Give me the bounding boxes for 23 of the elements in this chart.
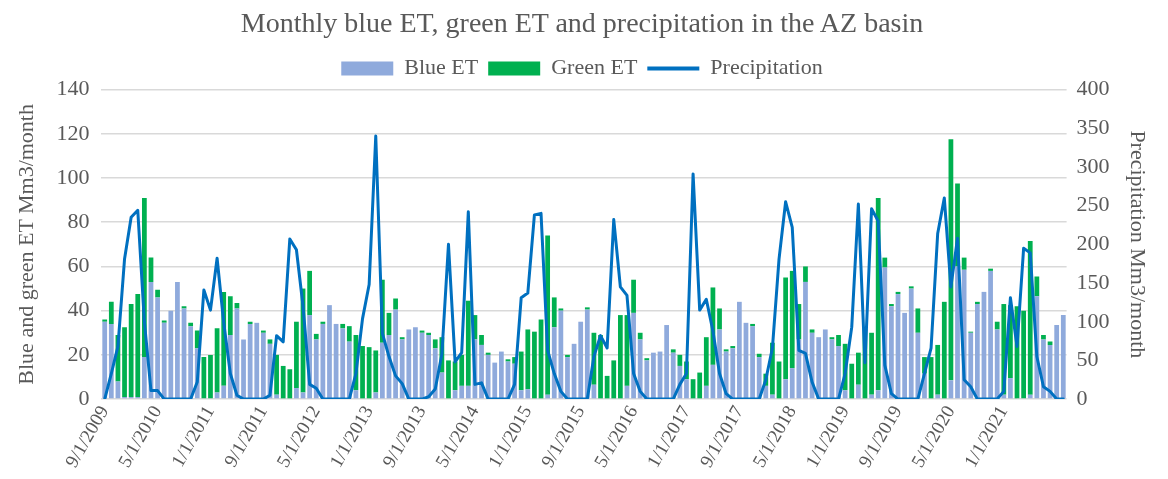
y2-tick-label: 250 bbox=[1076, 191, 1110, 217]
y-tick-label: 60 bbox=[67, 252, 90, 278]
y-tick-label: 0 bbox=[78, 384, 90, 410]
y-tick-label: 140 bbox=[56, 75, 90, 101]
y2-tick-label: 300 bbox=[1076, 152, 1110, 178]
y-tick-label: 80 bbox=[67, 208, 90, 234]
y-tick-label: 120 bbox=[56, 119, 90, 145]
y2-tick-label: 200 bbox=[1076, 230, 1110, 256]
y-tick-label: 20 bbox=[67, 340, 90, 366]
legend-label: Precipitation bbox=[710, 54, 823, 80]
y-axis-title: Blue and green ET Mm3/month bbox=[12, 104, 38, 385]
y2-axis-title: Precipitation Mm3/month bbox=[1126, 130, 1152, 359]
chart-title: Monthly blue ET, green ET and precipitation in the AZ basin bbox=[240, 7, 924, 39]
y-tick-label: 40 bbox=[67, 296, 90, 322]
y2-tick-label: 150 bbox=[1076, 268, 1110, 294]
y-tick-label: 100 bbox=[56, 163, 90, 189]
y2-tick-label: 50 bbox=[1076, 346, 1099, 372]
legend-label: Blue ET bbox=[404, 54, 479, 80]
legend-label: Green ET bbox=[551, 54, 638, 80]
y2-tick-label: 400 bbox=[1076, 75, 1110, 101]
y2-tick-label: 350 bbox=[1076, 114, 1110, 140]
y2-tick-label: 0 bbox=[1076, 384, 1088, 410]
y2-tick-label: 100 bbox=[1076, 307, 1110, 333]
